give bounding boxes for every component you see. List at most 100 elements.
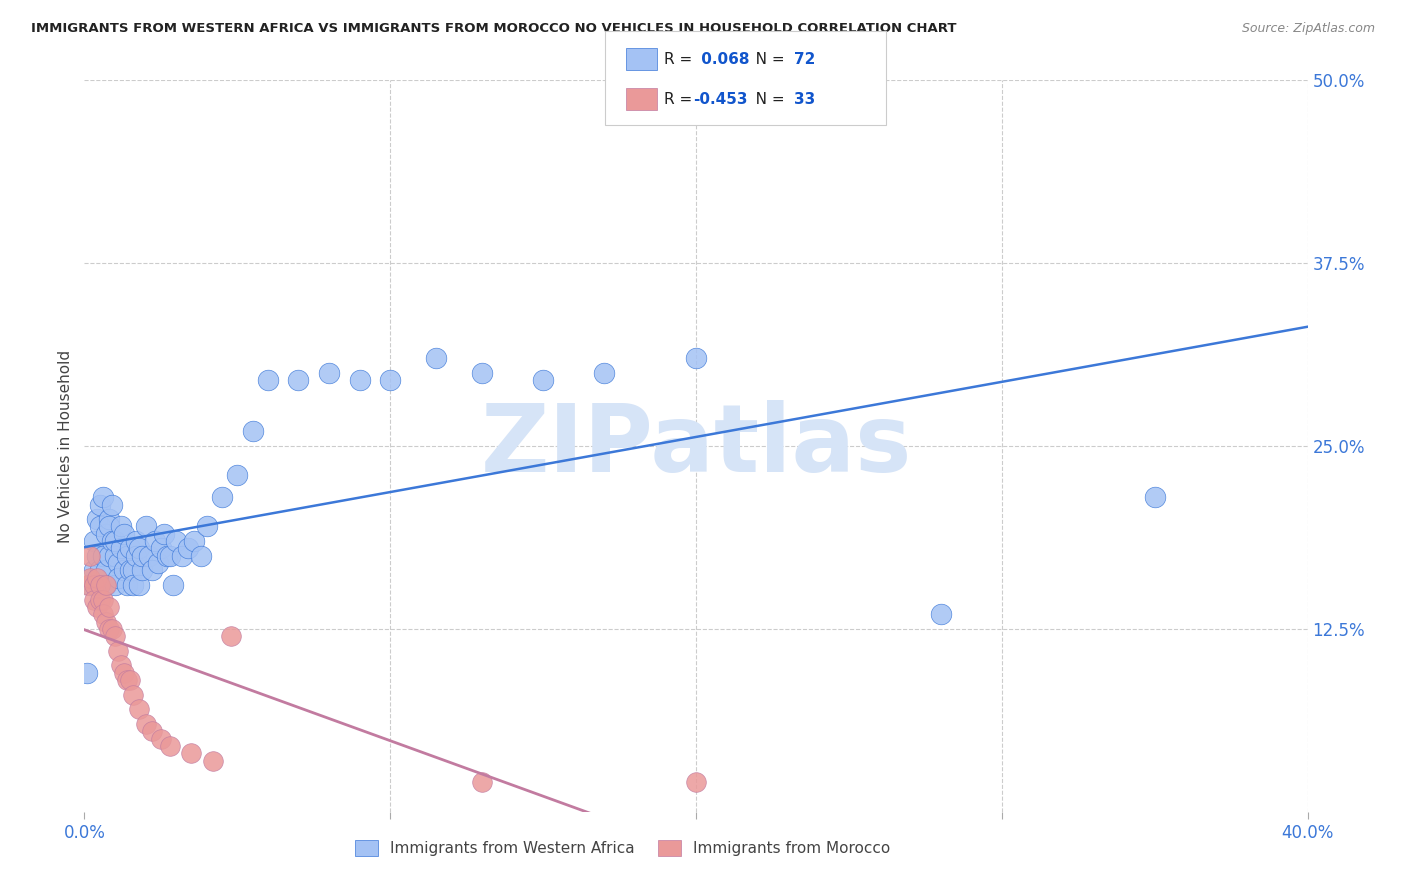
Point: [97, 519, 120, 533]
Point: [97, 512, 120, 526]
Point: [107, 556, 129, 570]
Point: [91, 490, 114, 504]
Point: [141, 563, 163, 577]
Point: [183, 534, 205, 549]
Point: [110, 519, 132, 533]
Point: [79, 571, 101, 585]
Text: ZIPatlas: ZIPatlas: [481, 400, 911, 492]
Point: [89, 563, 111, 577]
Point: [159, 739, 181, 753]
Point: [380, 373, 402, 387]
Point: [122, 578, 145, 592]
Point: [76, 665, 98, 680]
Point: [120, 563, 142, 577]
Point: [593, 366, 616, 380]
Point: [83, 563, 105, 577]
Point: [159, 549, 181, 563]
Point: [149, 541, 172, 556]
Point: [97, 549, 120, 563]
Point: [257, 373, 280, 387]
Text: 0.068: 0.068: [696, 52, 749, 67]
Point: [86, 571, 108, 585]
Point: [89, 519, 111, 533]
Point: [156, 549, 179, 563]
Text: R =: R =: [664, 92, 697, 107]
Point: [287, 373, 309, 387]
Point: [101, 498, 124, 512]
Point: [104, 549, 127, 563]
Text: -0.453: -0.453: [693, 92, 748, 107]
Point: [94, 563, 117, 577]
Point: [115, 549, 138, 563]
Point: [128, 578, 150, 592]
Point: [83, 534, 105, 549]
Point: [101, 622, 124, 636]
Point: [349, 373, 371, 387]
Point: [135, 519, 157, 533]
Point: [83, 592, 105, 607]
Point: [318, 366, 340, 380]
Point: [91, 549, 114, 563]
Point: [138, 549, 160, 563]
Point: [104, 629, 127, 643]
Point: [531, 373, 554, 387]
Point: [91, 592, 114, 607]
Point: [146, 556, 169, 570]
Point: [131, 563, 153, 577]
Point: [97, 622, 120, 636]
Point: [107, 571, 129, 585]
Text: N =: N =: [741, 92, 789, 107]
Point: [101, 534, 124, 549]
Point: [226, 468, 249, 483]
Point: [128, 702, 150, 716]
Point: [94, 526, 117, 541]
Point: [211, 490, 233, 504]
Text: IMMIGRANTS FROM WESTERN AFRICA VS IMMIGRANTS FROM MOROCCO NO VEHICLES IN HOUSEHO: IMMIGRANTS FROM WESTERN AFRICA VS IMMIGR…: [31, 22, 956, 36]
Point: [112, 526, 135, 541]
Point: [86, 512, 108, 526]
Point: [242, 425, 264, 439]
Point: [180, 746, 202, 760]
Point: [89, 578, 111, 592]
Y-axis label: No Vehicles in Household: No Vehicles in Household: [58, 350, 73, 542]
Point: [929, 607, 952, 622]
Point: [201, 754, 224, 768]
Point: [83, 578, 105, 592]
Point: [149, 731, 172, 746]
Point: [76, 578, 98, 592]
Point: [165, 534, 187, 549]
Point: [471, 775, 494, 789]
Text: R =: R =: [664, 52, 697, 67]
Point: [195, 519, 218, 533]
Text: N =: N =: [741, 52, 789, 67]
Point: [110, 541, 132, 556]
Point: [104, 578, 127, 592]
Point: [177, 541, 200, 556]
Point: [91, 607, 114, 622]
Point: [1143, 490, 1166, 504]
Point: [141, 724, 163, 739]
Point: [79, 578, 101, 592]
Point: [471, 366, 494, 380]
Point: [162, 578, 184, 592]
Point: [122, 563, 145, 577]
Point: [112, 563, 135, 577]
Point: [128, 541, 150, 556]
Point: [190, 549, 212, 563]
Point: [86, 549, 108, 563]
Point: [107, 644, 129, 658]
Point: [135, 717, 157, 731]
Legend: Immigrants from Western Africa, Immigrants from Morocco: Immigrants from Western Africa, Immigran…: [349, 834, 896, 863]
Text: Source: ZipAtlas.com: Source: ZipAtlas.com: [1241, 22, 1375, 36]
Point: [125, 549, 148, 563]
Point: [89, 498, 111, 512]
Text: 33: 33: [794, 92, 815, 107]
Point: [86, 599, 108, 614]
Point: [172, 549, 194, 563]
Point: [685, 351, 707, 366]
Point: [94, 615, 117, 629]
Point: [94, 578, 117, 592]
Point: [125, 534, 148, 549]
Point: [94, 578, 117, 592]
Point: [97, 599, 120, 614]
